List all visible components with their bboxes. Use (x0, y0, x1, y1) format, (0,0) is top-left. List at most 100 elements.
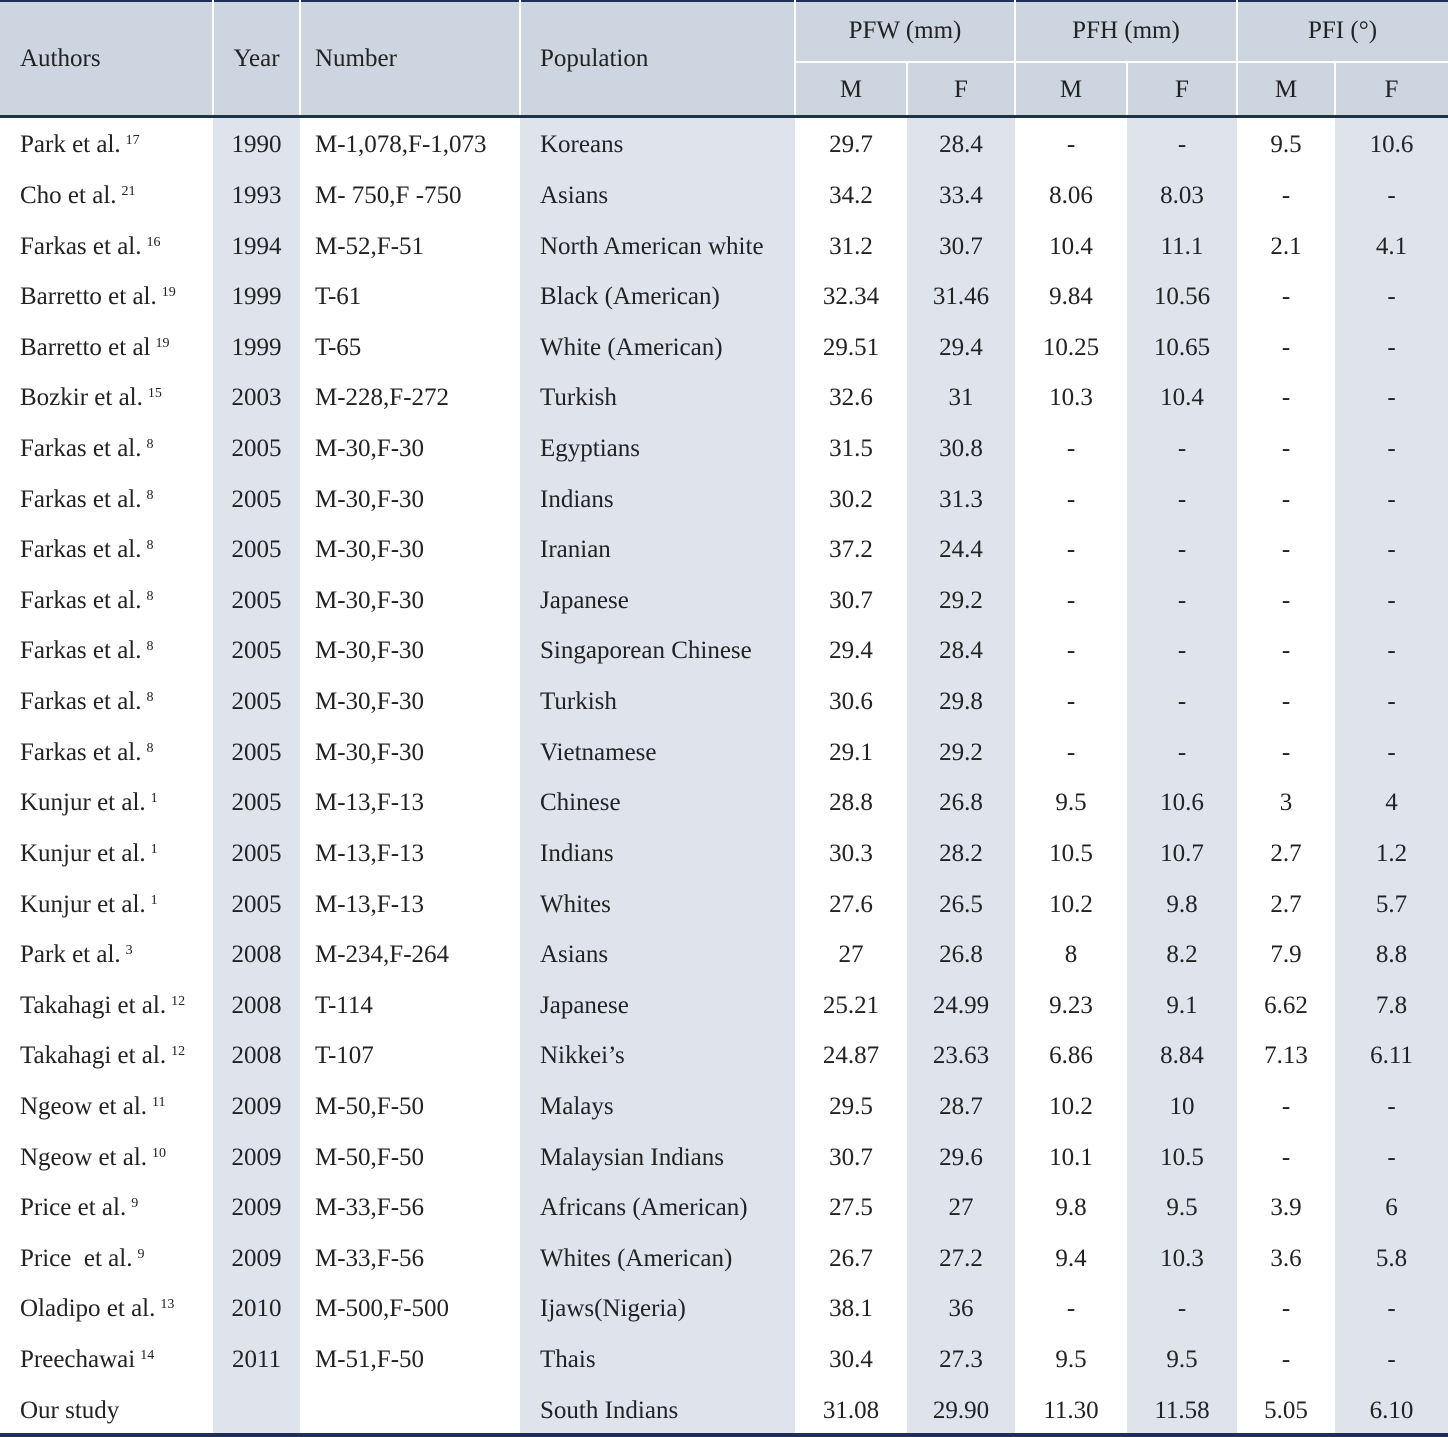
cell-text: PFW (mm) (848, 17, 962, 44)
cell-text: - (1387, 1346, 1396, 1374)
cell-text: 30.3 (829, 839, 873, 867)
cell-text: PFH (mm) (1072, 17, 1180, 44)
number-cell: T-107 (300, 1031, 520, 1082)
cell-text: Park et al. (20, 131, 121, 159)
population-cell: Chinese (520, 778, 795, 829)
cell-text: 5.8 (1375, 1244, 1408, 1272)
column-shade (907, 117, 1015, 1433)
reference: 8 (146, 690, 154, 706)
population-cell: Asians (520, 930, 795, 981)
cell-text: 26.7 (829, 1244, 873, 1272)
cell-text: 3 (1279, 789, 1293, 817)
number-cell: T-65 (300, 322, 520, 373)
cell-text: 2005 (231, 738, 282, 766)
cell-text: Nikkei’s (540, 1042, 625, 1070)
population-cell: Turkish (520, 373, 795, 424)
population-cell: South Indians (520, 1385, 795, 1436)
author-cell: Farkas et al. 8 (0, 677, 213, 728)
number-cell: M-50,F-50 (300, 1082, 520, 1133)
year-cell: 2005 (213, 727, 300, 778)
number-cell: M-500,F-500 (300, 1284, 520, 1335)
value-cell: 31.5 (795, 424, 907, 475)
cell-text: 1.2 (1375, 839, 1408, 867)
reference: 9 (137, 1246, 145, 1262)
value-cell: - (1335, 626, 1448, 677)
population-cell: Vietnamese (520, 727, 795, 778)
cell-text: 1993 (231, 181, 282, 209)
cell-text: 23.63 (932, 1042, 990, 1070)
number-cell: M-30,F-30 (300, 576, 520, 627)
reference: 11 (152, 1094, 166, 1110)
value-cell: - (1127, 576, 1237, 627)
cell-text: M-52,F-51 (315, 232, 425, 260)
cell-text: M-30,F-30 (315, 434, 425, 462)
cell-text: - (1387, 384, 1396, 412)
cell-text: 31.2 (829, 232, 873, 260)
value-cell: 9.8 (1015, 1183, 1127, 1234)
cell-text: 29.7 (829, 131, 873, 159)
value-cell: 6 (1335, 1183, 1448, 1234)
value-cell: 34.2 (795, 171, 907, 222)
cell-text: - (1387, 1295, 1396, 1323)
cell-text: Thais (540, 1346, 596, 1374)
value-cell: 27.6 (795, 879, 907, 930)
author-cell: Our study (0, 1385, 213, 1436)
cell-text: Egyptians (540, 434, 640, 462)
value-cell: 9.5 (1015, 1335, 1127, 1386)
cell-text: 9.8 (1055, 1194, 1087, 1222)
cell-text: 6 (1385, 1194, 1398, 1222)
value-cell: 2.1 (1237, 221, 1335, 272)
year-cell: 2008 (213, 980, 300, 1031)
author-cell: Ngeow et al. 11 (0, 1082, 213, 1133)
author-cell: Bozkir et al. 15 (0, 373, 213, 424)
top-rule (0, 0, 1448, 2)
value-cell: 30.4 (795, 1335, 907, 1386)
number-cell: M-1,078,F-1,073 (300, 120, 520, 171)
reference: 9 (131, 1196, 139, 1212)
value-cell: - (1237, 1132, 1335, 1183)
reference: 16 (146, 234, 161, 250)
cell-text: M-51,F-50 (315, 1346, 425, 1374)
population-cell: Black (American) (520, 272, 795, 323)
cell-text: 2005 (231, 688, 282, 716)
cell-text: Whites (American) (540, 1244, 733, 1272)
cell-text: 25.21 (822, 991, 880, 1019)
cell-text: M-30,F-30 (315, 738, 425, 766)
cell-text: - (1281, 738, 1291, 766)
value-cell: 11.1 (1127, 221, 1237, 272)
cell-text: T-107 (315, 1042, 374, 1070)
cell-text: 29.5 (829, 1092, 873, 1120)
cell-text: 6.62 (1264, 991, 1308, 1019)
cell-text: PFI (°) (1307, 17, 1378, 44)
value-cell: 9.84 (1015, 272, 1127, 323)
population-cell: Koreans (520, 120, 795, 171)
value-cell: - (1015, 525, 1127, 576)
cell-text: - (1281, 485, 1291, 513)
number-cell: M-30,F-30 (300, 626, 520, 677)
cell-text: - (1281, 637, 1291, 665)
cell-text: - (1387, 333, 1396, 361)
cell-text: 2008 (231, 1042, 282, 1070)
cell-text: 30.6 (829, 688, 873, 716)
cell-text: - (1281, 434, 1291, 462)
cell-text: 2011 (231, 1346, 282, 1374)
cell-text: Koreans (540, 131, 624, 159)
cell-text: 10.5 (1049, 839, 1093, 867)
cell-text: 27.6 (829, 890, 873, 918)
value-cell: 5.05 (1237, 1385, 1335, 1436)
cell-text: - (1177, 738, 1187, 766)
cell-text: M-13,F-13 (315, 839, 425, 867)
cell-text: 30.4 (829, 1346, 873, 1374)
value-cell: 26.8 (907, 778, 1015, 829)
cell-text: 2009 (231, 1194, 282, 1222)
cell-text: 3.6 (1270, 1244, 1302, 1272)
reference: 19 (161, 285, 176, 301)
value-cell: 30.7 (795, 576, 907, 627)
reference: 8 (146, 588, 154, 604)
number-cell: M-30,F-30 (300, 727, 520, 778)
author-cell: Preechawai 14 (0, 1335, 213, 1386)
cell-text: 28.7 (939, 1092, 983, 1120)
value-cell: 4.1 (1335, 221, 1448, 272)
number-cell: M-30,F-30 (300, 677, 520, 728)
population-cell: Japanese (520, 980, 795, 1031)
